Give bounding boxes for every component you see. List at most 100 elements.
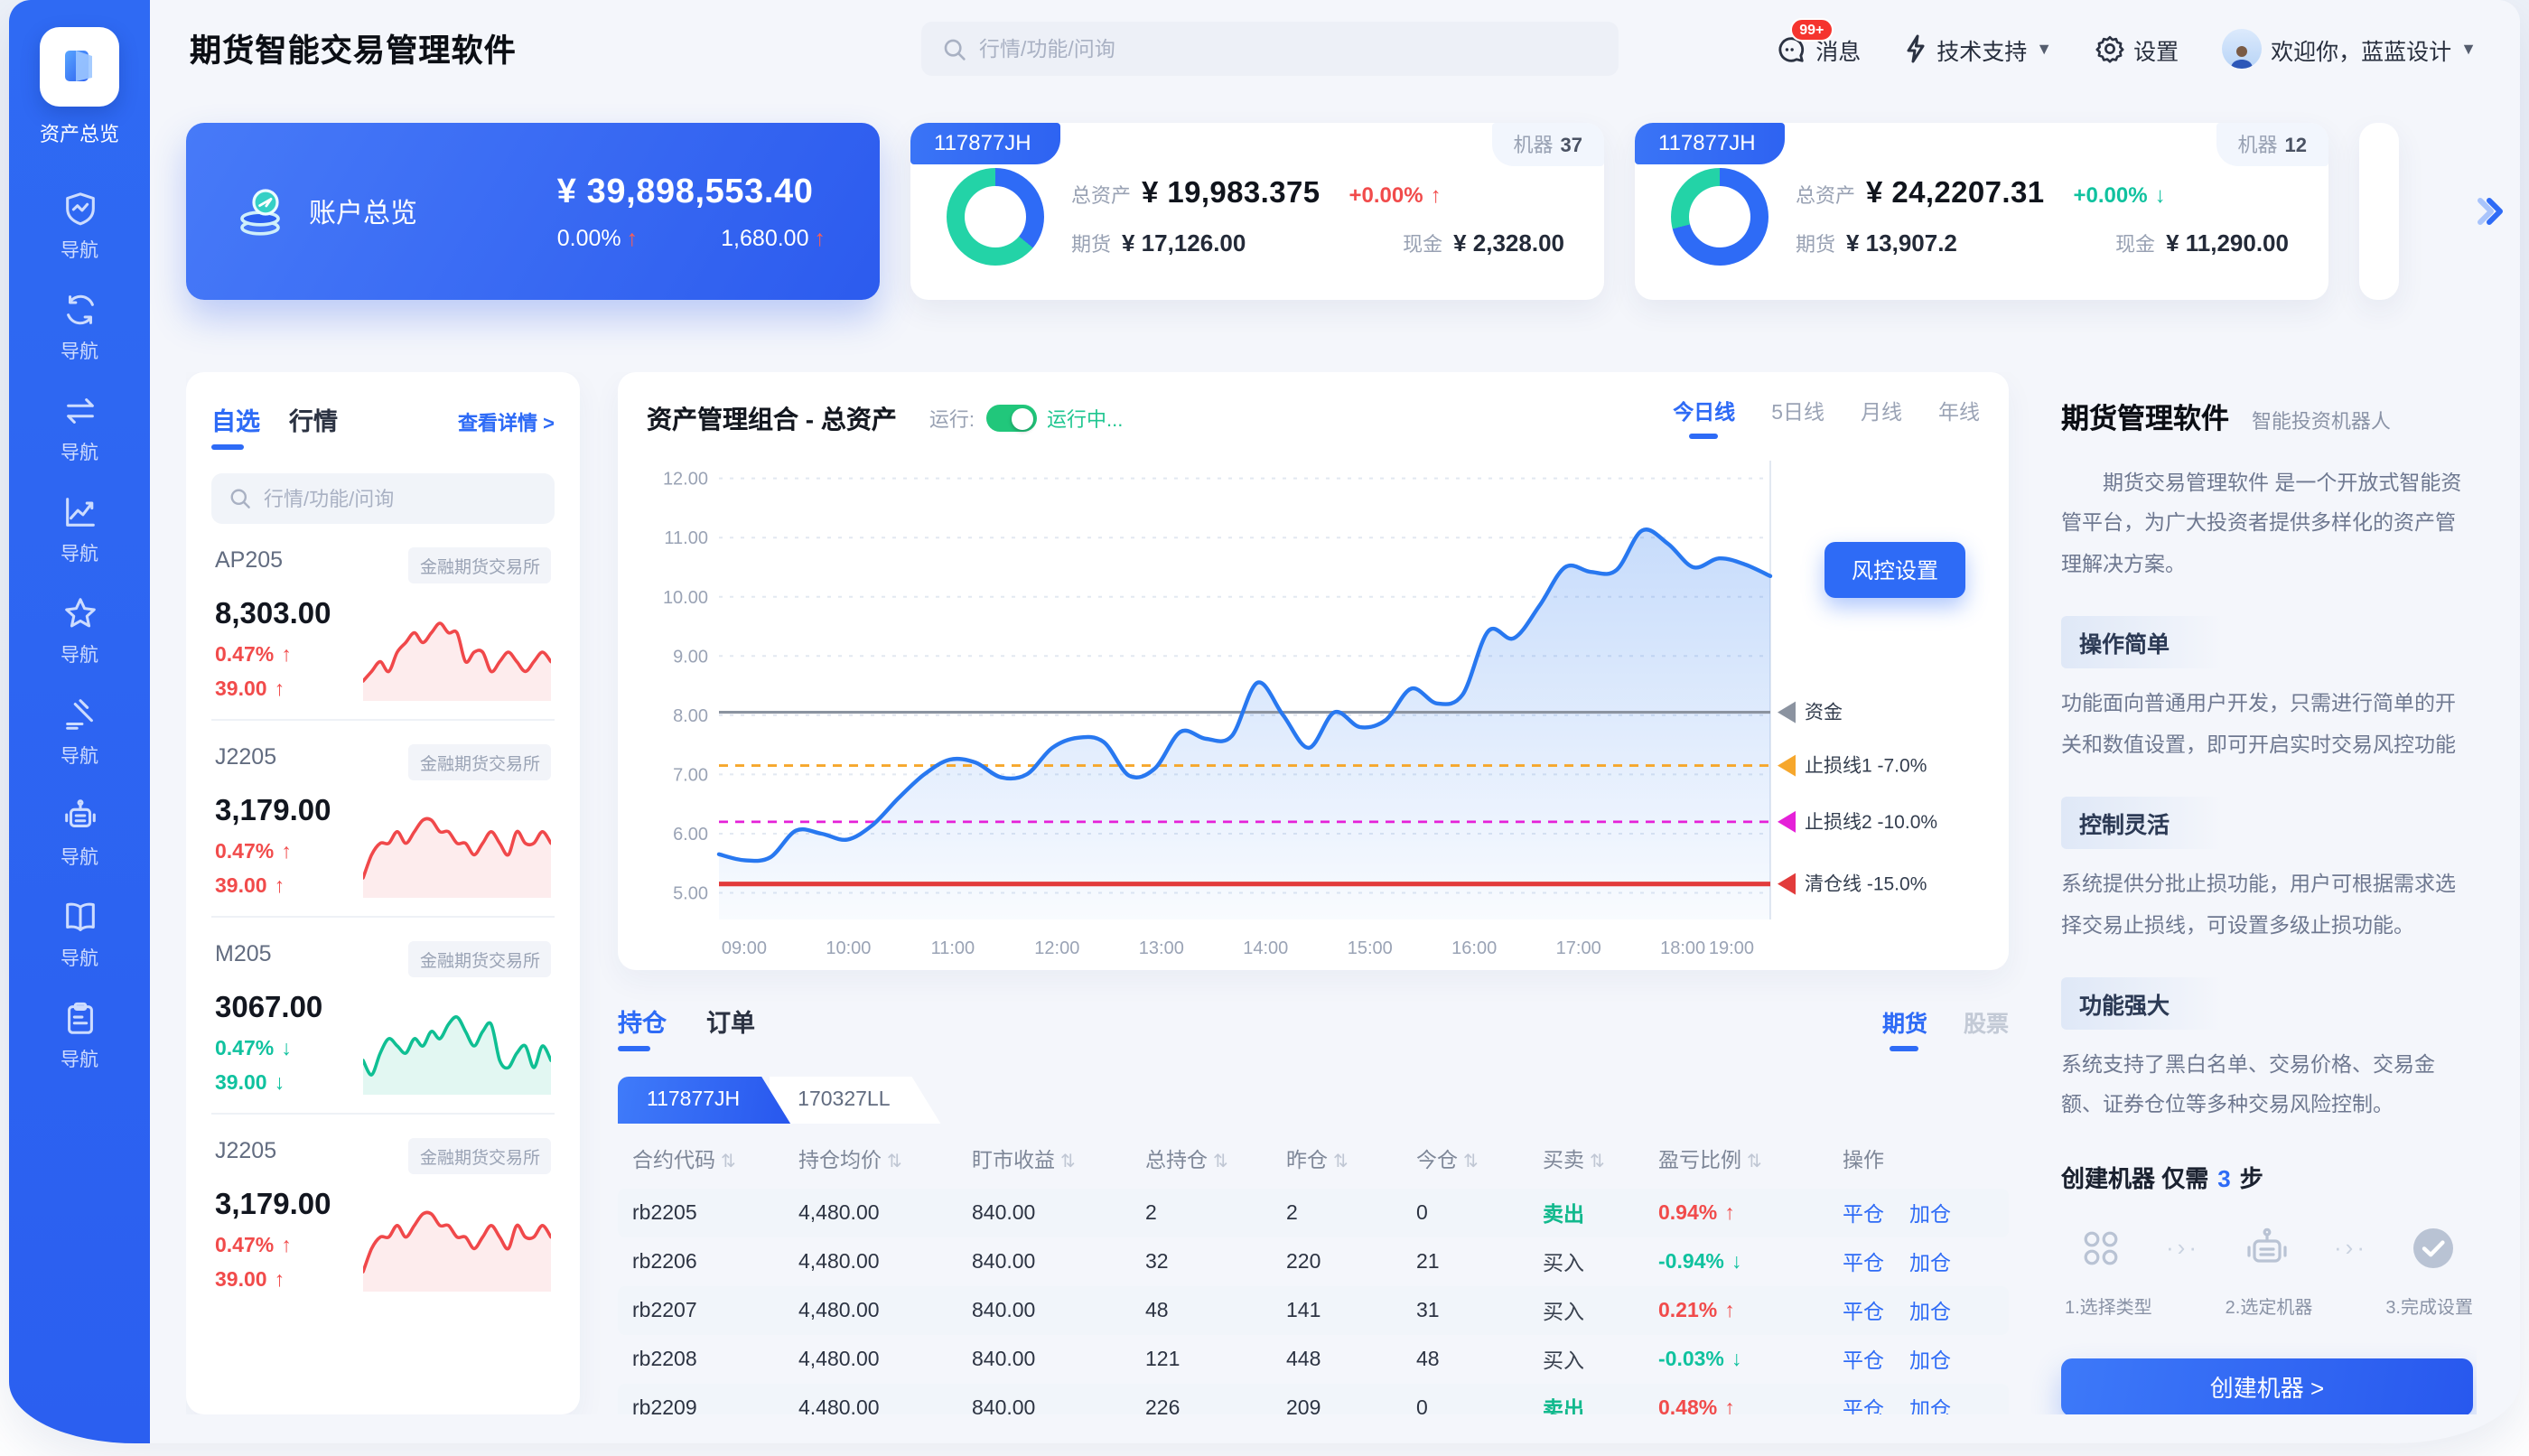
messages-button[interactable]: 99+ 消息	[1776, 17, 1861, 66]
svg-text:资金: 资金	[1805, 703, 1843, 723]
content-grid: 自选 行情 查看详情 > 行情/功能/问询 AP205 金融期货交易所 8,30…	[186, 372, 2477, 1414]
svg-text:8.00: 8.00	[673, 706, 708, 726]
risk-settings-button[interactable]: 风控设置	[1824, 542, 1965, 598]
tab-5day-line[interactable]: 5日线	[1771, 403, 1824, 425]
coins-icon	[240, 189, 280, 236]
col-today[interactable]: 今仓 ⇅	[1416, 1151, 1479, 1172]
svg-text:14:00: 14:00	[1243, 938, 1288, 958]
close-position-link[interactable]: 平仓	[1843, 1253, 1884, 1274]
sidebar-item-nav-1[interactable]: 导航	[61, 190, 98, 264]
settings-button[interactable]: 设置	[2095, 32, 2179, 66]
search-placeholder: 行情/功能/问询	[979, 40, 1115, 61]
robot-icon	[2247, 1227, 2287, 1263]
user-menu[interactable]: 欢迎你，蓝蓝设计 ▼	[2222, 29, 2477, 69]
topbar: 期货智能交易管理软件 行情/功能/问询 99+ 消息 技术支持 ▼	[150, 0, 2520, 98]
center-column: 资产管理组合 - 总资产 运行: 运行中... 今日线 5日线 月线 年线 风控…	[618, 372, 2009, 1414]
close-position-link[interactable]: 平仓	[1843, 1399, 1884, 1414]
summary-cards-row: 账户总览 ¥ 39,898,553.40 0.00% 1,680.00 1178…	[186, 123, 2503, 300]
step-arrow-icon: ·›·	[2334, 1234, 2368, 1262]
watchlist-item[interactable]: M205 金融期货交易所 3067.00 0.47% 39.00	[211, 918, 555, 1115]
tab-stocks[interactable]: 股票	[1963, 1012, 2009, 1037]
svg-text:18:00: 18:00	[1660, 938, 1705, 958]
account-id-badge: 117877JH	[910, 123, 1060, 164]
sidebar-item-nav-4[interactable]: 导航	[61, 493, 98, 567]
sidebar-item-nav-7[interactable]: 导航	[61, 797, 98, 871]
sidebar-item-nav-6[interactable]: 导航	[61, 695, 98, 770]
overview-amount: 1,680.00	[721, 225, 826, 250]
tab-month-line[interactable]: 月线	[1861, 403, 1902, 425]
account-cash: ¥ 11,290.00	[2166, 229, 2289, 256]
close-position-link[interactable]: 平仓	[1843, 1204, 1884, 1226]
tab-today-line[interactable]: 今日线	[1673, 397, 1735, 439]
col-yday[interactable]: 昨仓 ⇅	[1286, 1151, 1348, 1172]
watchlist-item[interactable]: J2205 金融期货交易所 3,179.00 0.47% 39.00	[211, 1115, 555, 1310]
col-side[interactable]: 买卖 ⇅	[1543, 1151, 1605, 1172]
overview-total: ¥ 39,898,553.40	[556, 173, 814, 210]
positions-section: 持仓 订单 期货 股票 117877JH 170327LL 合约代码 ⇅ 持仓均价…	[618, 1003, 2009, 1414]
tab-futures[interactable]: 期货	[1882, 1004, 1927, 1051]
sidebar-item-nav-2[interactable]: 导航	[61, 291, 98, 365]
sidebar-item-nav-5[interactable]: 导航	[61, 594, 98, 668]
sparkline-chart	[363, 1008, 551, 1095]
account-total: ¥ 19,983.375	[1142, 176, 1320, 209]
watchlist-item[interactable]: AP205 金融期货交易所 8,303.00 0.47% 39.00	[211, 524, 555, 721]
close-position-link[interactable]: 平仓	[1843, 1302, 1884, 1323]
sidebar-item-nav-9[interactable]: 导航	[61, 999, 98, 1073]
sidebar-nav: 导航 导航 导航 导航 导航 导航	[61, 163, 98, 1073]
svg-text:12:00: 12:00	[1034, 938, 1079, 958]
tab-year-line[interactable]: 年线	[1938, 403, 1980, 425]
svg-text:19:00: 19:00	[1709, 938, 1754, 958]
robot-icon	[64, 799, 95, 827]
close-position-link[interactable]: 平仓	[1843, 1350, 1884, 1372]
svg-text:止损线1 -7.0%: 止损线1 -7.0%	[1805, 756, 1927, 777]
add-position-link[interactable]: 加仓	[1909, 1302, 1951, 1323]
watchlist-search-input[interactable]: 行情/功能/问询	[211, 473, 555, 524]
col-code[interactable]: 合约代码 ⇅	[632, 1151, 736, 1172]
add-position-link[interactable]: 加仓	[1909, 1204, 1951, 1226]
swap-icon	[66, 398, 93, 424]
promo-subtitle: 智能投资机器人	[2251, 412, 2391, 434]
tab-favorites[interactable]: 自选	[211, 401, 260, 450]
tech-support-menu[interactable]: 技术支持 ▼	[1904, 32, 2052, 66]
asset-donut-chart	[947, 168, 1044, 266]
sidebar-item-nav-8[interactable]: 导航	[61, 898, 98, 972]
view-details-link[interactable]: 查看详情 >	[458, 414, 555, 435]
topbar-actions: 99+ 消息 技术支持 ▼ 设置 欢迎你，蓝蓝设计 ▼	[1776, 17, 2477, 69]
tab-orders[interactable]: 订单	[706, 1010, 755, 1037]
col-ratio[interactable]: 盈亏比例 ⇅	[1658, 1151, 1762, 1172]
machine-count-badge: 机器 37	[1491, 123, 1604, 166]
watchlist-item[interactable]: J2205 金融期货交易所 3,179.00 0.47% 39.00	[211, 721, 555, 918]
add-position-link[interactable]: 加仓	[1909, 1253, 1951, 1274]
account-tab-1[interactable]: 117877JH	[618, 1077, 790, 1124]
star-icon	[64, 598, 95, 628]
account-tab-2[interactable]: 170327LL	[769, 1077, 940, 1124]
add-position-link[interactable]: 加仓	[1909, 1350, 1951, 1372]
sidebar-item-asset-overview[interactable]	[40, 27, 119, 107]
asset-donut-chart	[1671, 168, 1768, 266]
col-total[interactable]: 总持仓 ⇅	[1145, 1151, 1228, 1172]
overview-title: 账户总览	[309, 198, 418, 229]
next-accounts-button[interactable]	[2466, 188, 2513, 235]
promo-panel: 期货管理软件 智能投资机器人 期货交易管理软件 是一个开放式智能资管平台，为广大…	[2047, 372, 2477, 1414]
global-search-input[interactable]: 行情/功能/问询	[921, 22, 1619, 76]
col-pnl[interactable]: 盯市收益 ⇅	[972, 1151, 1076, 1172]
tab-quotes[interactable]: 行情	[289, 408, 338, 435]
tab-positions[interactable]: 持仓	[618, 1003, 667, 1051]
run-toggle[interactable]	[985, 405, 1037, 432]
sidebar-item-nav-3[interactable]: 导航	[61, 392, 98, 466]
exchange-tag: 金融期货交易所	[408, 941, 551, 977]
account-futures: ¥ 13,907.2	[1846, 229, 1957, 256]
create-robot-button[interactable]: 创建机器 >	[2061, 1358, 2473, 1414]
create-steps-title: 创建机器 仅需 3 步	[2061, 1164, 2263, 1192]
add-position-link[interactable]: 加仓	[1909, 1399, 1951, 1414]
sparkline-chart	[363, 811, 551, 898]
col-avg[interactable]: 持仓均价 ⇅	[798, 1151, 902, 1172]
page-title: 期货智能交易管理软件	[190, 32, 517, 68]
create-steps: ·›· ·›·	[2061, 1223, 2473, 1274]
account-overview-card[interactable]: 账户总览 ¥ 39,898,553.40 0.00% 1,680.00	[186, 123, 880, 300]
promo-title: 期货管理软件	[2061, 405, 2230, 435]
